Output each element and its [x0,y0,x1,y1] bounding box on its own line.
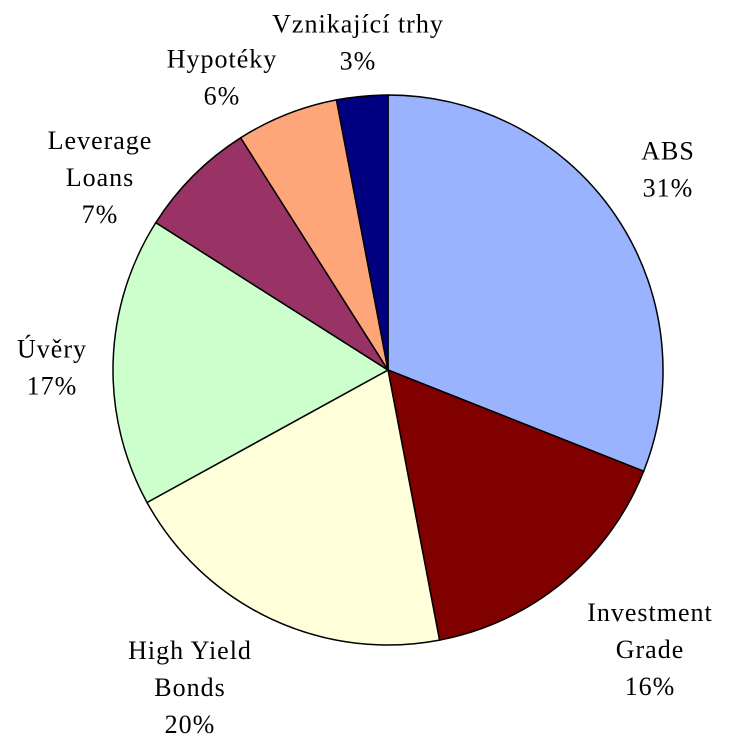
slice-label: High Yield [128,636,252,665]
slice-label: Investment [587,598,713,627]
value-label: 3% [340,46,377,75]
slice-label: Vznikající trhy [272,9,444,38]
value-label: 7% [82,200,119,229]
slice [335,94,389,371]
value-label: 16% [625,672,676,701]
slice-label: ABS [641,136,695,165]
slice-label: Leverage [48,126,153,155]
value-label: 17% [27,371,78,400]
slice-label: Bonds [154,673,225,702]
slice [145,368,441,646]
slice [387,368,645,642]
slice [112,221,390,504]
slice-label: Loans [66,163,135,192]
slice-label: Grade [616,635,685,664]
slice [154,136,389,371]
slice [387,94,664,473]
value-label: 31% [643,173,694,202]
value-label: 20% [165,710,216,739]
slice-label: Hypotéky [167,44,278,73]
value-label: 6% [204,81,241,110]
slice-label: Úvěry [17,334,87,363]
